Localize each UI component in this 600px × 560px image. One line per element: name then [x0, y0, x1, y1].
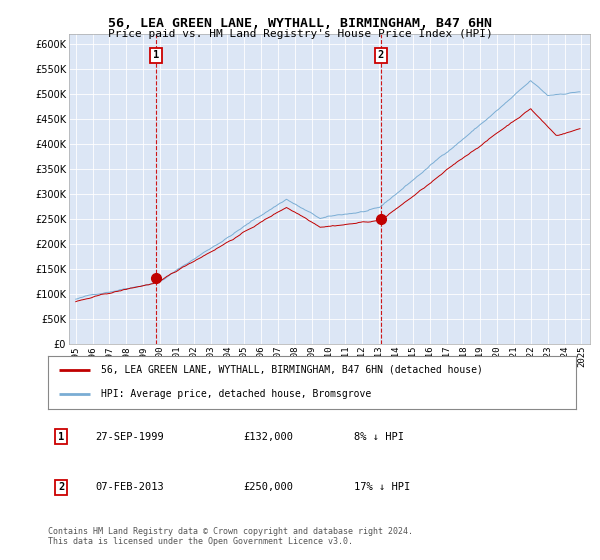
Text: £132,000: £132,000: [244, 432, 293, 442]
Text: Contains HM Land Registry data © Crown copyright and database right 2024.
This d: Contains HM Land Registry data © Crown c…: [48, 526, 413, 546]
Text: 2: 2: [58, 482, 64, 492]
Text: Price paid vs. HM Land Registry's House Price Index (HPI): Price paid vs. HM Land Registry's House …: [107, 29, 493, 39]
Text: 8% ↓ HPI: 8% ↓ HPI: [354, 432, 404, 442]
Text: 56, LEA GREEN LANE, WYTHALL, BIRMINGHAM, B47 6HN (detached house): 56, LEA GREEN LANE, WYTHALL, BIRMINGHAM,…: [101, 365, 482, 375]
Text: HPI: Average price, detached house, Bromsgrove: HPI: Average price, detached house, Brom…: [101, 389, 371, 399]
Text: 1: 1: [152, 50, 159, 60]
Text: 07-FEB-2013: 07-FEB-2013: [95, 482, 164, 492]
Text: £250,000: £250,000: [244, 482, 293, 492]
Text: 2: 2: [377, 50, 384, 60]
Text: 27-SEP-1999: 27-SEP-1999: [95, 432, 164, 442]
Text: 17% ↓ HPI: 17% ↓ HPI: [354, 482, 410, 492]
Text: 1: 1: [58, 432, 64, 442]
Text: 56, LEA GREEN LANE, WYTHALL, BIRMINGHAM, B47 6HN: 56, LEA GREEN LANE, WYTHALL, BIRMINGHAM,…: [108, 17, 492, 30]
